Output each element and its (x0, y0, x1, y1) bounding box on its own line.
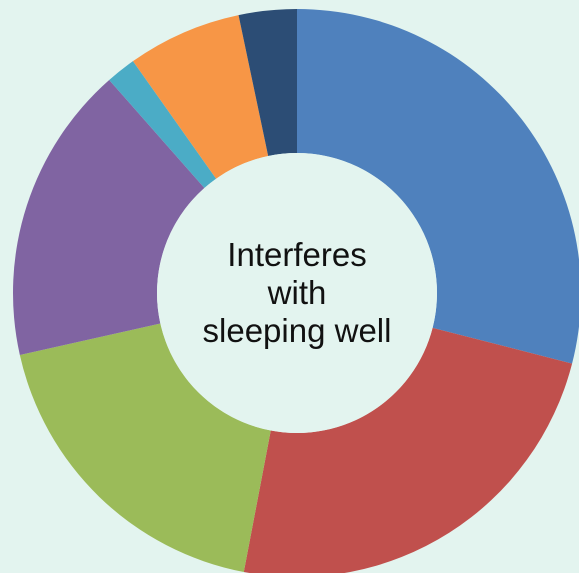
donut-slice-3 (19, 323, 271, 572)
donut-hole (157, 153, 437, 433)
donut-slice-7 (238, 9, 297, 156)
donut-slice-4 (13, 79, 205, 355)
donut-slice-2 (243, 327, 573, 573)
donut-slice-6 (132, 15, 269, 179)
donut-slice-1 (297, 9, 579, 364)
donut-slice-5 (109, 61, 217, 188)
